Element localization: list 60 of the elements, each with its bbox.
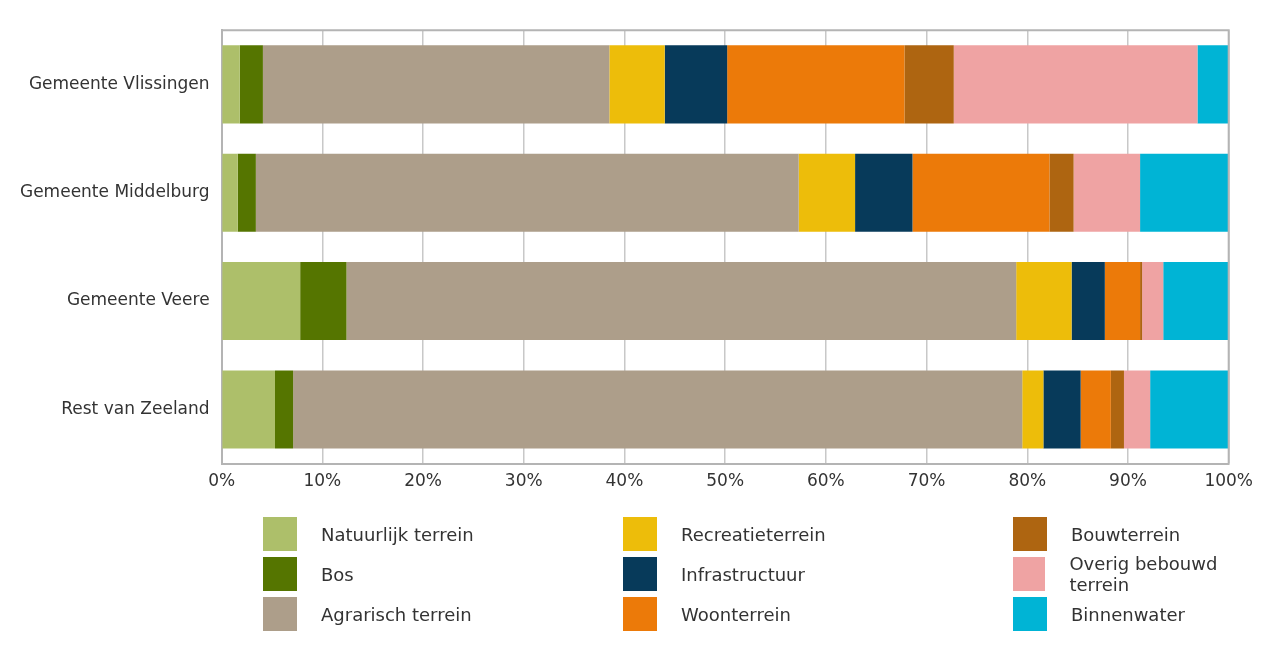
bar bbox=[609, 45, 665, 124]
x-tick-label: 20% bbox=[404, 470, 442, 491]
x-tick-label: 90% bbox=[1109, 470, 1147, 491]
bar bbox=[274, 370, 294, 449]
legend-label: Infrastructuur bbox=[681, 563, 805, 585]
bar bbox=[222, 153, 238, 232]
bar bbox=[1073, 153, 1141, 232]
x-tick-label: 70% bbox=[907, 470, 946, 491]
legend-label: Bos bbox=[321, 563, 354, 585]
legend-label: Woonterrein bbox=[681, 603, 791, 625]
legend-label: Overig bebouwd terrein bbox=[1069, 553, 1219, 595]
x-tick-label: 0% bbox=[208, 470, 236, 491]
bar bbox=[300, 262, 347, 341]
bar bbox=[222, 45, 240, 124]
bar bbox=[798, 153, 856, 232]
bar bbox=[222, 262, 301, 341]
bar bbox=[237, 153, 256, 232]
bar bbox=[953, 45, 1198, 124]
legend-label: Bouwterrein bbox=[1071, 523, 1181, 545]
legend-label: Binnenwater bbox=[1071, 603, 1185, 625]
x-tick-label: 40% bbox=[605, 470, 644, 491]
y-tick-label: Gemeente Veere bbox=[66, 289, 210, 310]
legend-label: Recreatieterrein bbox=[681, 523, 826, 545]
bar bbox=[1123, 370, 1151, 449]
bar bbox=[1080, 370, 1111, 449]
bar bbox=[912, 153, 1050, 232]
bar bbox=[1022, 370, 1044, 449]
y-tick-label: Gemeente Vlissingen bbox=[28, 72, 210, 93]
bar bbox=[904, 45, 954, 124]
bar bbox=[239, 45, 263, 124]
legend-label: Natuurlijk terrein bbox=[321, 523, 474, 545]
bar bbox=[1016, 262, 1072, 341]
bar bbox=[262, 45, 610, 124]
bar bbox=[222, 370, 275, 449]
bar bbox=[255, 153, 799, 232]
x-tick-label: 50% bbox=[706, 470, 745, 491]
bar bbox=[1110, 370, 1124, 449]
bar bbox=[855, 153, 913, 232]
bar bbox=[346, 262, 1017, 341]
bar bbox=[1150, 370, 1229, 449]
x-tick-label: 100% bbox=[1204, 470, 1253, 491]
x-tick-label: 10% bbox=[303, 470, 342, 491]
y-tick-label: Rest van Zeeland bbox=[61, 397, 210, 418]
bar bbox=[1071, 262, 1105, 341]
x-tick-label: 30% bbox=[504, 470, 543, 491]
x-tick-label: 60% bbox=[806, 470, 845, 491]
bar bbox=[293, 370, 1023, 449]
bar bbox=[1197, 45, 1229, 124]
legend-label: Agrarisch terrein bbox=[321, 603, 472, 625]
bar bbox=[727, 45, 905, 124]
bar bbox=[1043, 370, 1081, 449]
bar bbox=[1142, 262, 1164, 341]
bar bbox=[1140, 262, 1143, 341]
y-tick-label: Gemeente Middelburg bbox=[19, 181, 210, 202]
bar bbox=[1163, 262, 1229, 341]
bar bbox=[1104, 262, 1141, 341]
bar bbox=[1049, 153, 1074, 232]
x-tick-label: 80% bbox=[1008, 470, 1047, 491]
bar bbox=[1140, 153, 1229, 232]
bar bbox=[664, 45, 728, 124]
